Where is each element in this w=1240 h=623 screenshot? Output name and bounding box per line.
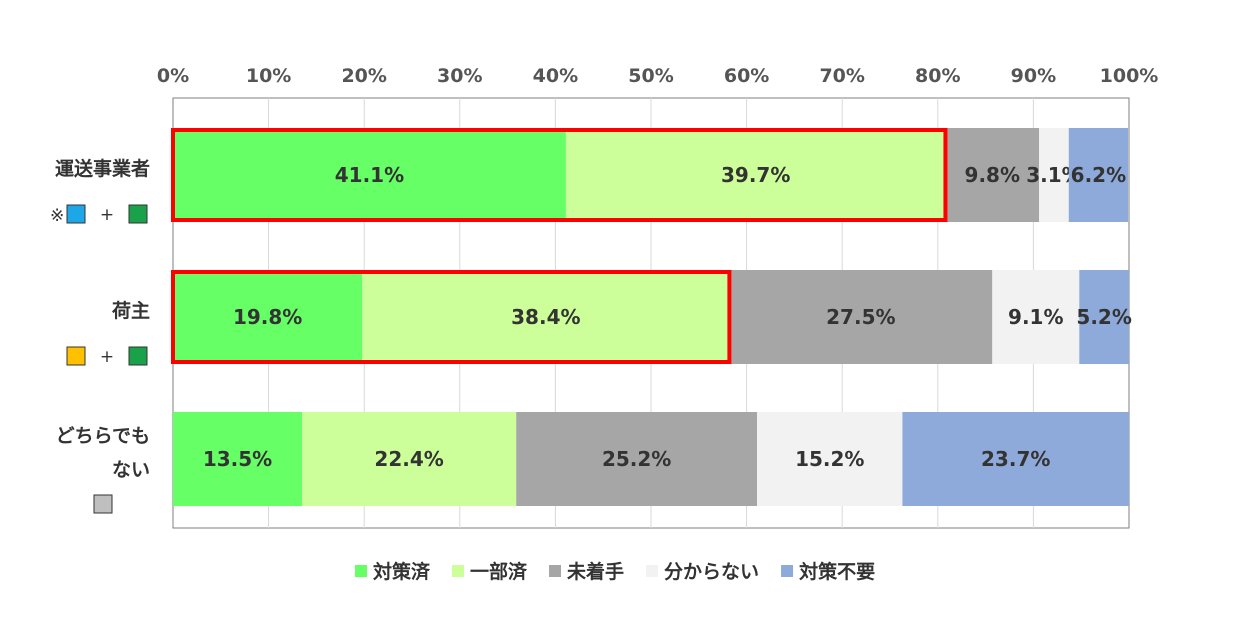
legend-swatch — [128, 346, 148, 366]
bar-segment — [757, 412, 903, 506]
data-label: 6.2% — [1071, 163, 1126, 187]
bar-segment — [173, 128, 566, 222]
legend-label: 未着手 — [566, 560, 624, 583]
data-label: 25.2% — [602, 447, 671, 471]
note-prefix: ※ — [50, 206, 64, 226]
data-label: 9.1% — [1008, 305, 1063, 329]
data-label: 39.7% — [721, 163, 790, 187]
data-label: 23.7% — [981, 447, 1050, 471]
legend-swatch — [355, 565, 367, 577]
bar-segment — [1068, 128, 1129, 222]
legend-swatch — [66, 204, 86, 224]
category-label: ない — [112, 459, 150, 481]
x-tick-label: 70% — [819, 65, 864, 87]
bar-segment — [565, 128, 946, 222]
data-label: 22.4% — [374, 447, 443, 471]
data-label: 13.5% — [203, 447, 272, 471]
legend-swatch — [549, 565, 562, 577]
data-label: 9.8% — [965, 163, 1020, 187]
x-tick-label: 30% — [437, 65, 482, 87]
bar-segment — [945, 128, 1040, 222]
bar-segment — [1039, 128, 1069, 222]
legend-swatch — [452, 565, 465, 577]
x-tick-label: 90% — [1011, 65, 1056, 87]
data-label: 15.2% — [795, 447, 864, 471]
bar-segment — [902, 412, 1129, 506]
legend-swatch — [646, 565, 659, 577]
category-label: どちらでも — [56, 425, 150, 447]
x-tick-label: 60% — [724, 65, 769, 87]
data-label: 19.8% — [233, 305, 302, 329]
bar-segment — [302, 412, 517, 506]
x-tick-label: 40% — [533, 65, 578, 87]
x-axis-ticks: 0% 10% 20% 30% 40% 50% 60% 70% 80% 90% 100% — [157, 65, 1158, 87]
bar-segment — [729, 270, 993, 364]
legend-swatch — [66, 346, 86, 366]
x-tick-label: 20% — [341, 65, 386, 87]
legend-swatch — [128, 204, 148, 224]
legend-swatch — [93, 494, 113, 514]
bar-segment — [362, 270, 730, 364]
data-label: 41.1% — [335, 163, 404, 187]
legend-label: 対策済 — [372, 560, 431, 583]
plus-sign: + — [100, 347, 114, 367]
data-label: 27.5% — [826, 305, 895, 329]
bar-segment — [1079, 270, 1129, 364]
legend: 対策済 一部済 未着手 分からない 対策不要 — [355, 560, 875, 583]
x-tick-label: 50% — [628, 65, 673, 87]
category-label: 荷主 — [112, 299, 150, 322]
category-label: 運送事業者 — [55, 157, 150, 180]
x-tick-label: 0% — [157, 65, 189, 87]
highlight-boxes — [171, 128, 948, 364]
legend-swatch — [781, 565, 794, 577]
legend-label: 一部済 — [470, 560, 528, 583]
x-tick-label: 100% — [1100, 65, 1159, 87]
legend-label: 対策不要 — [798, 560, 875, 583]
data-label: 5.2% — [1076, 305, 1131, 329]
highlight-box — [171, 270, 732, 364]
bar-segment — [173, 270, 363, 364]
highlight-box — [171, 128, 948, 222]
plus-sign: + — [100, 205, 114, 225]
legend-label: 分からない — [664, 561, 759, 583]
bar-segment — [173, 412, 303, 506]
bar-segment — [992, 270, 1080, 364]
bars: 41.1% 39.7% 9.8% 3.1%6.2%19.8% 38.4% 27.5% 9.1… — [173, 128, 1132, 506]
data-label: 38.4% — [511, 305, 580, 329]
x-tick-label: 10% — [246, 65, 291, 87]
bar-segment — [516, 412, 758, 506]
x-tick-label: 80% — [915, 65, 960, 87]
